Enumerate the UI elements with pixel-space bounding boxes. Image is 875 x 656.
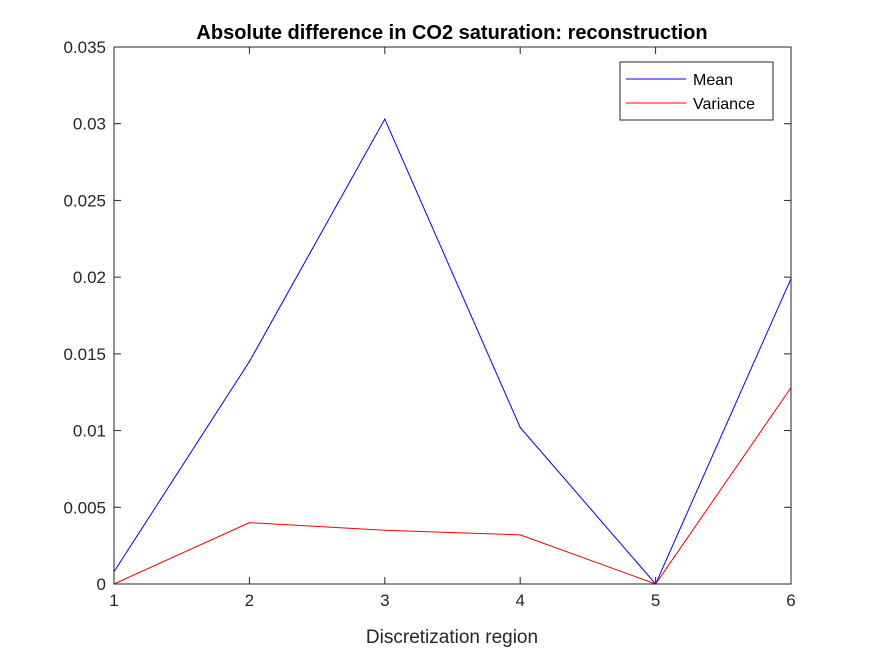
x-tick-label: 2 [245,591,254,610]
x-tick-label: 1 [109,591,118,610]
data-point-variance [248,522,250,524]
x-tick-label: 5 [651,591,660,610]
x-axis: 1 2 3 4 5 6 [109,47,796,610]
y-tick-label: 0.02 [73,268,106,287]
legend-box [619,61,774,121]
plot-area [114,47,791,584]
data-point-mean [384,118,386,120]
legend: Mean Variance [619,61,774,121]
x-tick-label: 6 [786,591,795,610]
y-tick-label: 0.005 [63,498,106,517]
y-tick-label: 0.015 [63,345,106,364]
plot-frame [113,46,792,585]
x-axis-label: Discretization region [366,627,538,648]
data-point-mean [519,426,521,429]
x-tick-label: 4 [515,591,524,610]
y-tick-label: 0.03 [73,115,106,134]
series-line-variance [113,387,792,585]
y-tick-label: 0.01 [73,422,106,441]
chart-title: Absolute difference in CO2 saturation: r… [196,22,707,44]
y-tick-label: 0.035 [63,38,106,57]
series-line-mean [113,117,792,585]
y-axis: 0 0.005 0.01 0.015 0.02 0.025 0.03 0.035 [63,38,791,594]
x-tick-label: 3 [380,591,389,610]
data-point-variance [384,529,386,531]
legend-label-variance: Variance [693,96,755,113]
data-point-variance [519,534,521,536]
data-point-mean [248,360,250,363]
y-tick-label: 0 [97,575,106,594]
y-tick-label: 0.025 [63,191,106,210]
legend-label-mean: Mean [693,72,733,89]
